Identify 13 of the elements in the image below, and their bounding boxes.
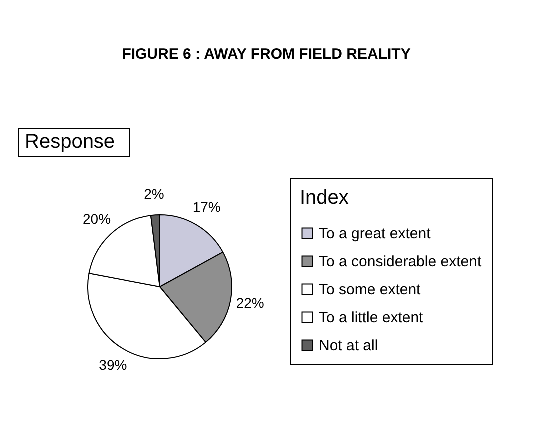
legend-label: To some extent [319,282,422,298]
legend-title: Index [300,187,349,209]
legend-label: To a little extent [319,310,424,326]
data-label: 2% [144,186,164,202]
data-label: 39% [99,357,128,374]
chart-title: FIGURE 6 : AWAY FROM FIELD REALITY [122,46,411,63]
legend-label: To a great extent [319,226,432,242]
data-label: 17% [192,198,221,215]
text: Response [18,128,130,157]
data-label: 22% [236,295,264,312]
data-label: 20% [83,210,112,227]
legend-label: Not at all [319,338,378,354]
legend-label: To a considerable extent [319,254,482,270]
